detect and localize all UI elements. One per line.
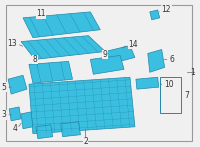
Polygon shape [105,46,135,64]
Text: 14: 14 [128,40,138,49]
Text: 3: 3 [1,110,6,119]
Text: 9: 9 [103,50,108,59]
Polygon shape [61,122,80,137]
Polygon shape [8,75,27,94]
Text: 11: 11 [36,9,46,18]
Polygon shape [148,50,165,72]
Polygon shape [150,10,160,20]
Text: 10: 10 [165,80,174,89]
Text: 6: 6 [170,55,174,64]
Polygon shape [136,77,159,89]
Text: 12: 12 [162,5,171,14]
Text: 7: 7 [184,91,189,100]
Polygon shape [9,107,21,121]
Bar [160,77,181,113]
Polygon shape [29,61,73,83]
Polygon shape [21,112,33,129]
Text: 4: 4 [12,124,17,133]
Text: 13: 13 [7,39,17,48]
Text: 5: 5 [1,83,6,92]
Text: 2: 2 [83,137,88,146]
Polygon shape [90,55,124,74]
Polygon shape [23,12,100,38]
Text: 8: 8 [33,55,37,64]
Polygon shape [29,77,135,134]
Polygon shape [36,125,53,139]
Text: 1: 1 [191,68,195,77]
Polygon shape [21,36,105,59]
